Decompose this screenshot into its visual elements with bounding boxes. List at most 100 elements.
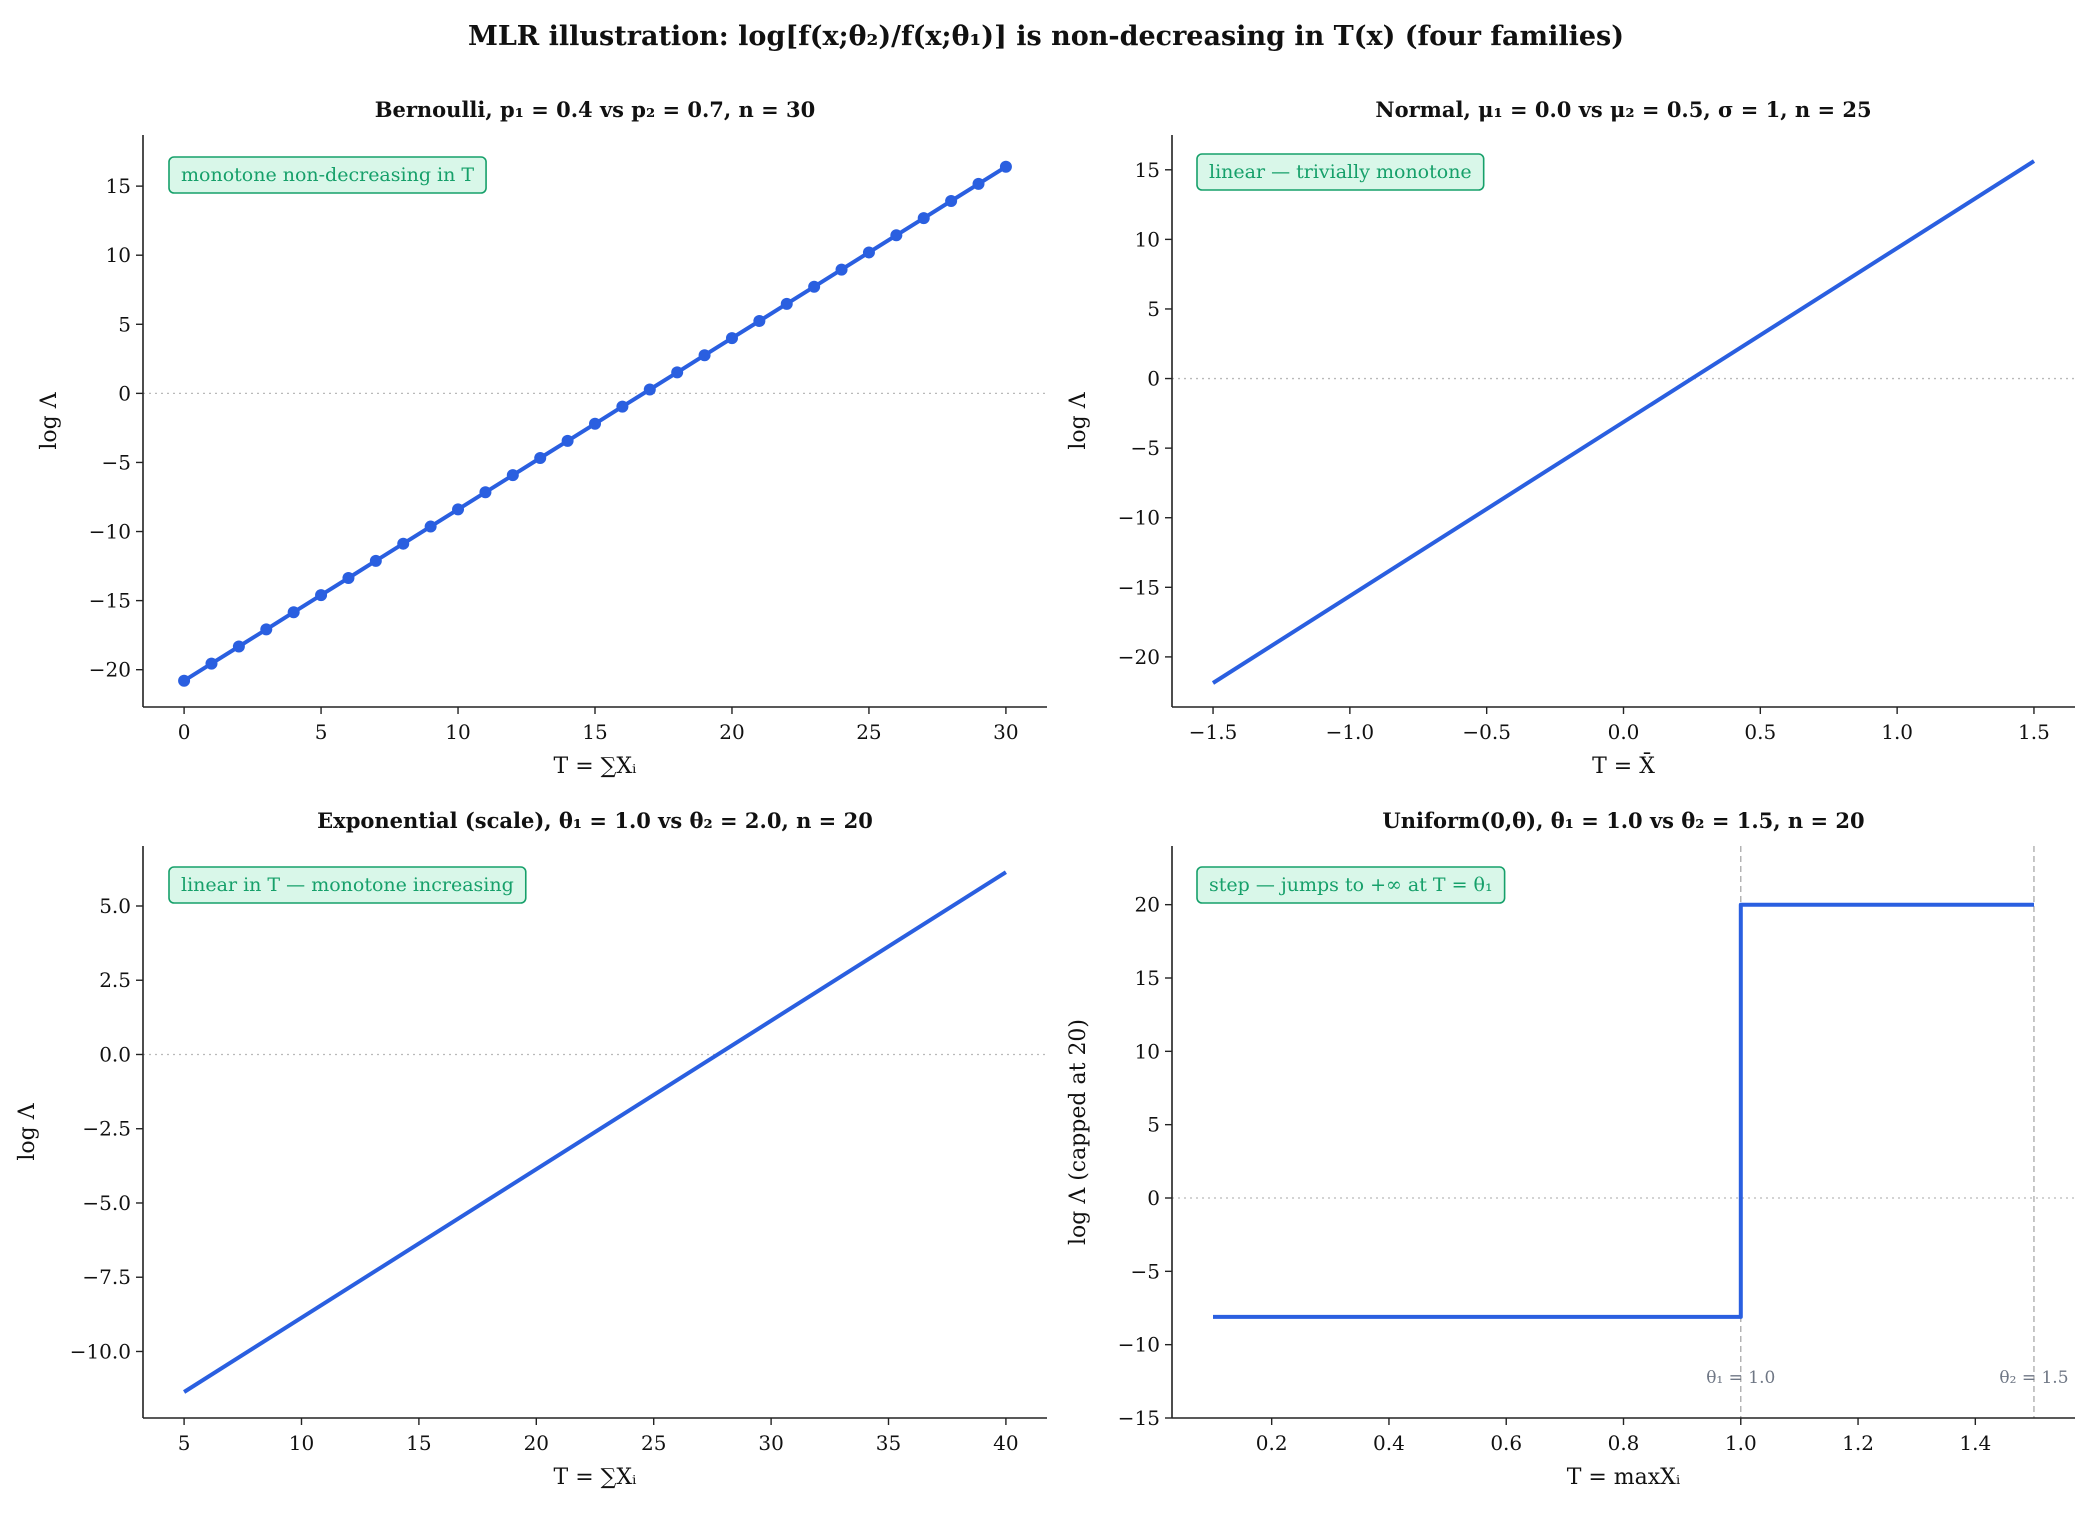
annotation-box xyxy=(1196,153,1485,191)
x-tick-label: 10 xyxy=(289,1431,314,1455)
panel-title: Bernoulli, p₁ = 0.4 vs p₂ = 0.7, n = 30 xyxy=(375,97,816,122)
y-tick-label: 0 xyxy=(1147,367,1160,391)
x-tick-label: 1.4 xyxy=(1959,1431,1991,1455)
chart-panel-4: Uniform(0,θ), θ₁ = 1.0 vs θ₂ = 1.5, n = … xyxy=(1066,808,2075,1490)
data-point xyxy=(835,263,848,276)
data-point xyxy=(808,280,821,293)
data-point xyxy=(999,160,1012,173)
x-tick-label: 0.6 xyxy=(1490,1431,1522,1455)
x-tick-label: −1.5 xyxy=(1189,720,1238,744)
data-point xyxy=(753,314,766,327)
y-tick-label: −5.0 xyxy=(82,1191,131,1215)
x-tick-label: 0.4 xyxy=(1373,1431,1405,1455)
y-tick-label: −5 xyxy=(102,450,131,474)
panel-title: Exponential (scale), θ₁ = 1.0 vs θ₂ = 2.… xyxy=(317,808,873,833)
annotation-box xyxy=(168,866,527,904)
x-tick-label: 15 xyxy=(406,1431,431,1455)
x-tick-label: 0.5 xyxy=(1744,720,1776,744)
x-tick-label: 20 xyxy=(524,1431,549,1455)
data-point xyxy=(972,177,985,190)
y-tick-label: −15 xyxy=(89,589,131,613)
y-tick-label: 0 xyxy=(1147,1186,1160,1210)
y-tick-label: 5 xyxy=(118,312,131,336)
x-tick-label: 1.0 xyxy=(1725,1431,1757,1455)
x-tick-label: 0.0 xyxy=(1608,720,1640,744)
data-point xyxy=(862,246,875,259)
data-point xyxy=(917,212,930,225)
data-point xyxy=(725,332,738,345)
chart-panel-2: Normal, μ₁ = 0.0 vs μ₂ = 0.5, σ = 1, n =… xyxy=(1066,97,2075,779)
y-tick-label: −15 xyxy=(1118,1406,1160,1430)
annotation-text: linear — trivially monotone xyxy=(1209,161,1472,183)
x-tick-label: 35 xyxy=(876,1431,901,1455)
y-tick-label: −20 xyxy=(89,658,131,682)
x-tick-label: 15 xyxy=(582,720,607,744)
y-tick-label: −10 xyxy=(1118,1333,1160,1357)
x-tick-label: 1.0 xyxy=(1881,720,1913,744)
y-tick-label: −10 xyxy=(89,520,131,544)
annotation-badge: linear in T — monotone increasing xyxy=(168,866,527,904)
data-point xyxy=(479,486,492,499)
data-point xyxy=(424,520,437,533)
y-tick-label: 0 xyxy=(118,381,131,405)
x-tick-label: 40 xyxy=(993,1431,1018,1455)
y-tick-label: −10.0 xyxy=(70,1339,131,1363)
y-tick-label: −15 xyxy=(1118,575,1160,599)
panel-title: Uniform(0,θ), θ₁ = 1.0 vs θ₂ = 1.5, n = … xyxy=(1382,808,1864,833)
y-tick-label: 15 xyxy=(1135,158,1160,182)
data-point xyxy=(452,503,465,516)
data-point xyxy=(232,640,245,653)
x-tick-label: 30 xyxy=(758,1431,783,1455)
x-tick-label: 5 xyxy=(178,1431,191,1455)
data-point xyxy=(589,417,601,430)
y-tick-label: 15 xyxy=(1135,966,1160,990)
x-tick-label: −0.5 xyxy=(1462,720,1511,744)
data-point xyxy=(397,537,410,550)
annotation-text: step — jumps to +∞ at T = θ₁ xyxy=(1209,874,1493,896)
x-tick-label: 20 xyxy=(719,720,744,744)
data-point xyxy=(698,349,711,362)
figure-title: MLR illustration: log[f(x;θ₂)/f(x;θ₁)] i… xyxy=(468,21,1624,52)
y-tick-label: 20 xyxy=(1135,893,1160,917)
data-point xyxy=(671,366,684,379)
data-point xyxy=(506,469,519,482)
y-tick-label: 0.0 xyxy=(99,1042,131,1066)
x-tick-label: 1.5 xyxy=(2018,720,2050,744)
data-point xyxy=(780,297,793,310)
y-tick-label: 2.5 xyxy=(99,968,131,992)
x-tick-label: 30 xyxy=(993,720,1018,744)
data-point xyxy=(178,674,191,687)
y-axis-label: log Λ xyxy=(1066,391,1091,449)
chart-panel-1: Bernoulli, p₁ = 0.4 vs p₂ = 0.7, n = 30 0… xyxy=(37,97,1047,779)
data-point xyxy=(616,400,629,413)
theta-guide-label: θ₂ = 1.5 xyxy=(1999,1368,2068,1388)
y-tick-label: 10 xyxy=(106,243,131,267)
data-point xyxy=(260,623,273,636)
x-axis-label: T = maxXᵢ xyxy=(1567,1465,1681,1490)
y-tick-label: 15 xyxy=(106,174,131,198)
series-line xyxy=(1211,159,2036,685)
x-tick-label: 25 xyxy=(856,720,881,744)
y-tick-label: −5 xyxy=(1131,436,1160,460)
data-point xyxy=(643,383,656,396)
y-axis-label: log Λ (capped at 20) xyxy=(1066,1019,1091,1245)
annotation-text: monotone non-decreasing in T xyxy=(181,164,474,186)
data-point xyxy=(342,571,355,584)
annotation-badge: step — jumps to +∞ at T = θ₁ xyxy=(1196,866,1506,904)
y-tick-label: −7.5 xyxy=(82,1265,131,1289)
y-axis-label: log Λ xyxy=(15,1102,40,1160)
x-axis-label: T = ∑Xᵢ xyxy=(554,754,637,779)
chart-panel-3: Exponential (scale), θ₁ = 1.0 vs θ₂ = 2.… xyxy=(15,808,1047,1490)
data-point xyxy=(369,554,382,567)
x-tick-label: 1.2 xyxy=(1842,1431,1874,1455)
y-tick-label: 5.0 xyxy=(99,894,131,918)
theta-guide-label: θ₁ = 1.0 xyxy=(1706,1368,1775,1388)
annotation-badge: linear — trivially monotone xyxy=(1196,153,1485,191)
y-axis-label: log Λ xyxy=(37,391,62,449)
data-point xyxy=(287,606,300,619)
panel-title: Normal, μ₁ = 0.0 vs μ₂ = 0.5, σ = 1, n =… xyxy=(1375,97,1871,122)
x-tick-label: 0 xyxy=(178,720,191,744)
x-tick-label: 25 xyxy=(641,1431,666,1455)
x-tick-label: 0.2 xyxy=(1256,1431,1288,1455)
